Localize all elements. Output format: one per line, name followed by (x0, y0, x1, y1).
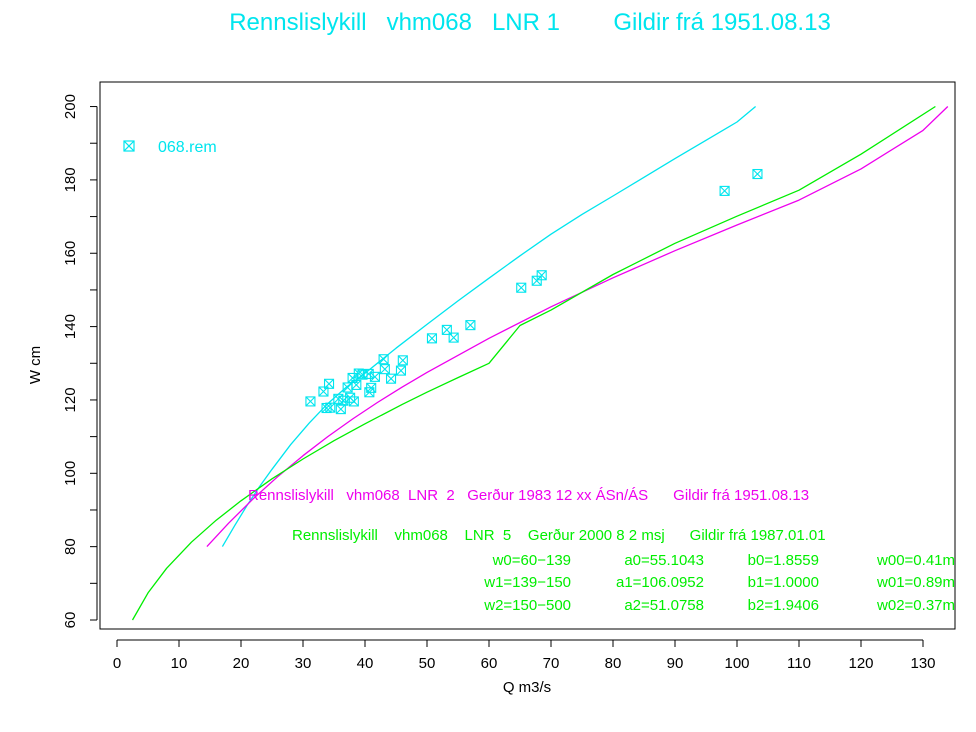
x-axis-label: Q m3/s (503, 679, 551, 696)
series-line-lnr-2 (206, 106, 949, 548)
x-tick-label: 40 (357, 655, 374, 672)
data-point (335, 404, 346, 415)
data-point (379, 364, 390, 375)
y-axis-label: W cm (27, 346, 44, 384)
plot-frame (99, 81, 956, 630)
data-point (465, 320, 476, 331)
param-a2: a2=51.0758 (624, 597, 704, 614)
param-w02: w02=0.37m (876, 597, 955, 614)
x-tick-label: 120 (848, 655, 873, 672)
x-tick-label: 60 (481, 655, 498, 672)
annotation-lnr2: Rennslislykill vhm068 LNR 2 Gerður 1983 … (248, 487, 809, 504)
data-point (305, 396, 316, 407)
data-point (516, 282, 527, 293)
chart-title: Rennslislykill vhm068 LNR 1 Gildir frá 1… (229, 9, 831, 36)
series-line-lnr-5 (131, 105, 936, 621)
param-w2: w2=150−500 (483, 597, 571, 614)
x-tick-label: 30 (295, 655, 312, 672)
x-tick-label: 80 (605, 655, 622, 672)
y-tick-label: 140 (62, 314, 79, 339)
data-point (397, 355, 408, 366)
y-tick-label: 60 (62, 612, 79, 629)
x-tick-label: 20 (233, 655, 250, 672)
x-tick-label: 70 (543, 655, 560, 672)
annotation-lnr5: Rennslislykill vhm068 LNR 5 Gerður 2000 … (292, 527, 955, 614)
param-a1: a1=106.0952 (616, 574, 704, 591)
data-point (719, 185, 730, 196)
y-tick-label: 200 (62, 94, 79, 119)
data-point (325, 402, 336, 413)
legend-label: 068.rem (158, 139, 217, 156)
param-b2: b2=1.9406 (748, 597, 819, 614)
data-point (426, 333, 438, 344)
data-point (369, 371, 380, 382)
series-layer (131, 105, 949, 621)
param-w0: w0=60−139 (492, 552, 571, 569)
series-line-lnr-1 (221, 106, 757, 547)
x-tick-label: 50 (419, 655, 436, 672)
x-tick-label: 130 (910, 655, 935, 672)
data-point (395, 365, 407, 376)
data-point (448, 332, 459, 343)
data-point (752, 168, 763, 180)
y-tick-label: 120 (62, 387, 79, 412)
marker-layer (305, 168, 763, 415)
y-tick-label: 180 (62, 167, 79, 192)
data-point (348, 396, 359, 407)
x-tick-label: 110 (787, 655, 811, 672)
annotation-lnr5-header: Rennslislykill vhm068 LNR 5 Gerður 2000 … (292, 527, 826, 544)
legend-marker-icon (123, 140, 135, 152)
param-a0: a0=55.1043 (624, 552, 704, 569)
param-b1: b1=1.0000 (748, 574, 819, 591)
data-point (536, 270, 547, 281)
data-point (366, 382, 377, 393)
param-w1: w1=139−150 (483, 574, 571, 591)
data-point (363, 368, 374, 379)
param-w01: w01=0.89m (876, 574, 955, 591)
data-point (378, 354, 389, 365)
x-tick-label: 90 (667, 655, 684, 672)
x-axis: 0 10 20 30 40 50 60 70 80 90 100 110 120 130 (113, 639, 936, 672)
y-tick-label: 80 (62, 538, 79, 555)
y-axis: 60 80 100 120 140 160 180 200 (62, 94, 98, 629)
legend: 068.rem (123, 139, 217, 156)
param-w00: w00=0.41m (876, 552, 955, 569)
y-tick-label: 100 (62, 461, 79, 486)
y-tick-label: 160 (62, 241, 79, 266)
x-tick-label: 10 (171, 655, 188, 672)
data-point (351, 379, 362, 390)
data-point (323, 378, 335, 389)
x-tick-label: 0 (113, 655, 121, 672)
x-tick-label: 100 (724, 655, 749, 672)
param-b0: b0=1.8559 (748, 552, 819, 569)
data-point (385, 373, 397, 384)
